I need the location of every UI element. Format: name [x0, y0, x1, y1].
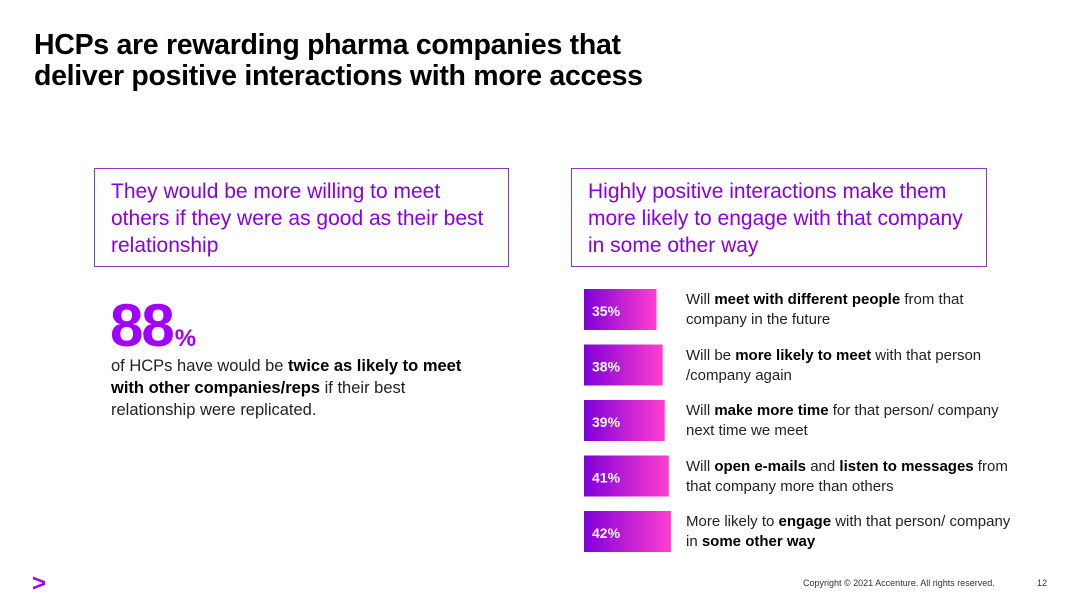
bar-description-text: Will be	[686, 346, 736, 364]
bar-description: Will be more likely to meet with that pe…	[686, 346, 1016, 386]
bar-description-bold: more likely to meet	[735, 346, 872, 364]
bar-value-label: 39%	[592, 414, 621, 430]
stat-description: of HCPs have would be twice as likely to…	[111, 355, 481, 421]
bar-39	[584, 400, 665, 441]
left-callout-box: They would be more willing to meet other…	[94, 168, 509, 267]
bar-description-text: and	[806, 457, 840, 475]
bar-description: Will open e-mails and listen to messages…	[686, 457, 1016, 497]
bar-description-bold: engage	[778, 513, 832, 530]
bar-description-text: from that company more than others	[686, 457, 1008, 495]
title-line-1: HCPs are rewarding pharma companies that	[34, 29, 621, 61]
bar-description-text: from that company in the future	[686, 291, 964, 328]
stat-desc-post: if their best relationship were replicat…	[111, 379, 406, 419]
bar-description-text: Will	[686, 457, 715, 475]
bar-description-bold: open e-mails	[714, 457, 807, 475]
accenture-logo-icon: >	[32, 570, 47, 597]
copyright: Copyright © 2021 Accenture. All rights r…	[803, 578, 995, 588]
stat-desc-bold: twice as likely to meet with other compa…	[111, 357, 462, 397]
bar-description: Will make more time for that person/ com…	[686, 401, 1016, 441]
big-stat-number: 88	[110, 292, 175, 359]
page-title: HCPs are rewarding pharma companies that…	[34, 30, 643, 92]
right-callout-box: Highly positive interactions make them m…	[571, 168, 987, 267]
bar-value-label: 35%	[592, 303, 621, 319]
bar-value-label: 38%	[592, 359, 621, 375]
bar-description-text: More likely to	[686, 513, 779, 530]
bar-description-text: with that person /company again	[686, 346, 982, 384]
bar-description: Will meet with different people from tha…	[686, 290, 1016, 330]
bar-description-bold: listen to messages	[839, 457, 974, 475]
bar-42	[584, 511, 671, 552]
bar-38	[584, 344, 663, 386]
bar-value-label: 41%	[592, 470, 621, 486]
bar-description-text: for that person/ company next time we me…	[686, 402, 999, 439]
big-stat-unit: %	[174, 325, 197, 352]
bar-value-label: 42%	[592, 525, 621, 541]
bar-description: More likely to engage with that person/ …	[686, 512, 1016, 552]
big-stat: 88%	[110, 296, 196, 356]
stat-desc-pre: of HCPs have would be	[111, 357, 289, 375]
bar-35	[584, 289, 657, 330]
bar-description-bold: make more time	[714, 402, 829, 419]
page-number: 12	[1037, 578, 1048, 588]
bar-description-text: Will	[686, 402, 715, 419]
bar-description-bold: some other way	[701, 533, 816, 550]
title-line-2: deliver positive interactions with more …	[34, 60, 643, 92]
bar-41	[584, 455, 669, 497]
bar-description-text: with that person/ company in	[686, 513, 1011, 550]
bar-description-text: Will	[686, 291, 715, 308]
bar-description-bold: meet with different people	[714, 291, 901, 308]
